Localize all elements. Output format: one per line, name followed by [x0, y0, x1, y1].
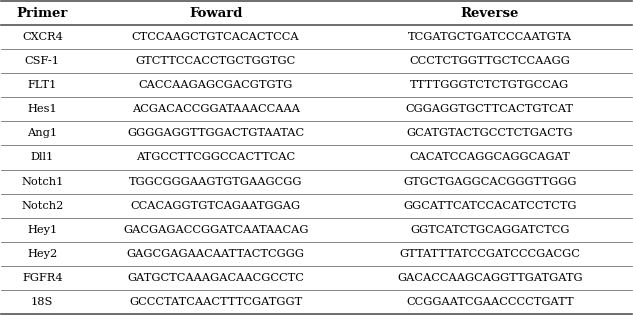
Text: CCGGAATCGAACCCCTGATT: CCGGAATCGAACCCCTGATT — [406, 297, 573, 306]
Text: Notch2: Notch2 — [21, 201, 63, 210]
Text: CSF-1: CSF-1 — [25, 56, 60, 66]
Text: TGGCGGGAAGTGTGAAGCGG: TGGCGGGAAGTGTGAAGCGG — [129, 176, 303, 186]
Text: GAGCGAGAACAATTACTCGGG: GAGCGAGAACAATTACTCGGG — [127, 249, 304, 259]
Text: Ang1: Ang1 — [27, 129, 58, 139]
Text: Foward: Foward — [189, 7, 242, 20]
Text: GACGAGACCGGATCAATAACAG: GACGAGACCGGATCAATAACAG — [123, 225, 308, 235]
Text: TTTTGGGTCTCTGTGCCAG: TTTTGGGTCTCTGTGCCAG — [410, 80, 570, 90]
Text: CCACAGGTGTCAGAATGGAG: CCACAGGTGTCAGAATGGAG — [130, 201, 301, 210]
Text: ATGCCTTCGGCCACTTCAC: ATGCCTTCGGCCACTTCAC — [136, 152, 295, 163]
Text: GGCATTCATCCACATCCTCTG: GGCATTCATCCACATCCTCTG — [403, 201, 577, 210]
Text: GATGCTCAAAGACAACGCCTC: GATGCTCAAAGACAACGCCTC — [127, 272, 304, 283]
Text: ACGACACCGGATAAACCAAA: ACGACACCGGATAAACCAAA — [132, 105, 299, 114]
Text: GTTATTTATCCGATCCCGACGC: GTTATTTATCCGATCCCGACGC — [399, 249, 580, 259]
Text: Dll1: Dll1 — [31, 152, 54, 163]
Text: FLT1: FLT1 — [28, 80, 57, 90]
Text: Hey2: Hey2 — [27, 249, 58, 259]
Text: Notch1: Notch1 — [21, 176, 63, 186]
Text: CCCTCTGGTTGCTCCAAGG: CCCTCTGGTTGCTCCAAGG — [410, 56, 570, 66]
Text: CTCCAAGCTGTCACACTCCA: CTCCAAGCTGTCACACTCCA — [132, 32, 299, 43]
Text: GTGCTGAGGCACGGGTTGGG: GTGCTGAGGCACGGGTTGGG — [403, 176, 577, 186]
Text: CACATCCAGGCAGGCAGAT: CACATCCAGGCAGGCAGAT — [410, 152, 570, 163]
Text: CGGAGGTGCTTCACTGTCAT: CGGAGGTGCTTCACTGTCAT — [406, 105, 573, 114]
Text: GTCTTCCACCTGCTGGTGC: GTCTTCCACCTGCTGGTGC — [135, 56, 296, 66]
Text: Hey1: Hey1 — [27, 225, 58, 235]
Text: FGFR4: FGFR4 — [22, 272, 63, 283]
Text: GCATGTACTGCCTCTGACTG: GCATGTACTGCCTCTGACTG — [406, 129, 573, 139]
Text: GGTCATCTGCAGGATCTCG: GGTCATCTGCAGGATCTCG — [410, 225, 570, 235]
Text: GGGGAGGTTGGACTGTAATAC: GGGGAGGTTGGACTGTAATAC — [127, 129, 304, 139]
Text: GCCCTATCAACTTTCGATGGT: GCCCTATCAACTTTCGATGGT — [129, 297, 303, 306]
Text: 18S: 18S — [31, 297, 54, 306]
Text: CXCR4: CXCR4 — [22, 32, 63, 43]
Text: Primer: Primer — [16, 7, 68, 20]
Text: CACCAAGAGCGACGTGTG: CACCAAGAGCGACGTGTG — [139, 80, 293, 90]
Text: TCGATGCTGATCCCAATGTA: TCGATGCTGATCCCAATGTA — [408, 32, 572, 43]
Text: GACACCAAGCAGGTTGATGATG: GACACCAAGCAGGTTGATGATG — [397, 272, 582, 283]
Text: Reverse: Reverse — [461, 7, 519, 20]
Text: Hes1: Hes1 — [27, 105, 57, 114]
